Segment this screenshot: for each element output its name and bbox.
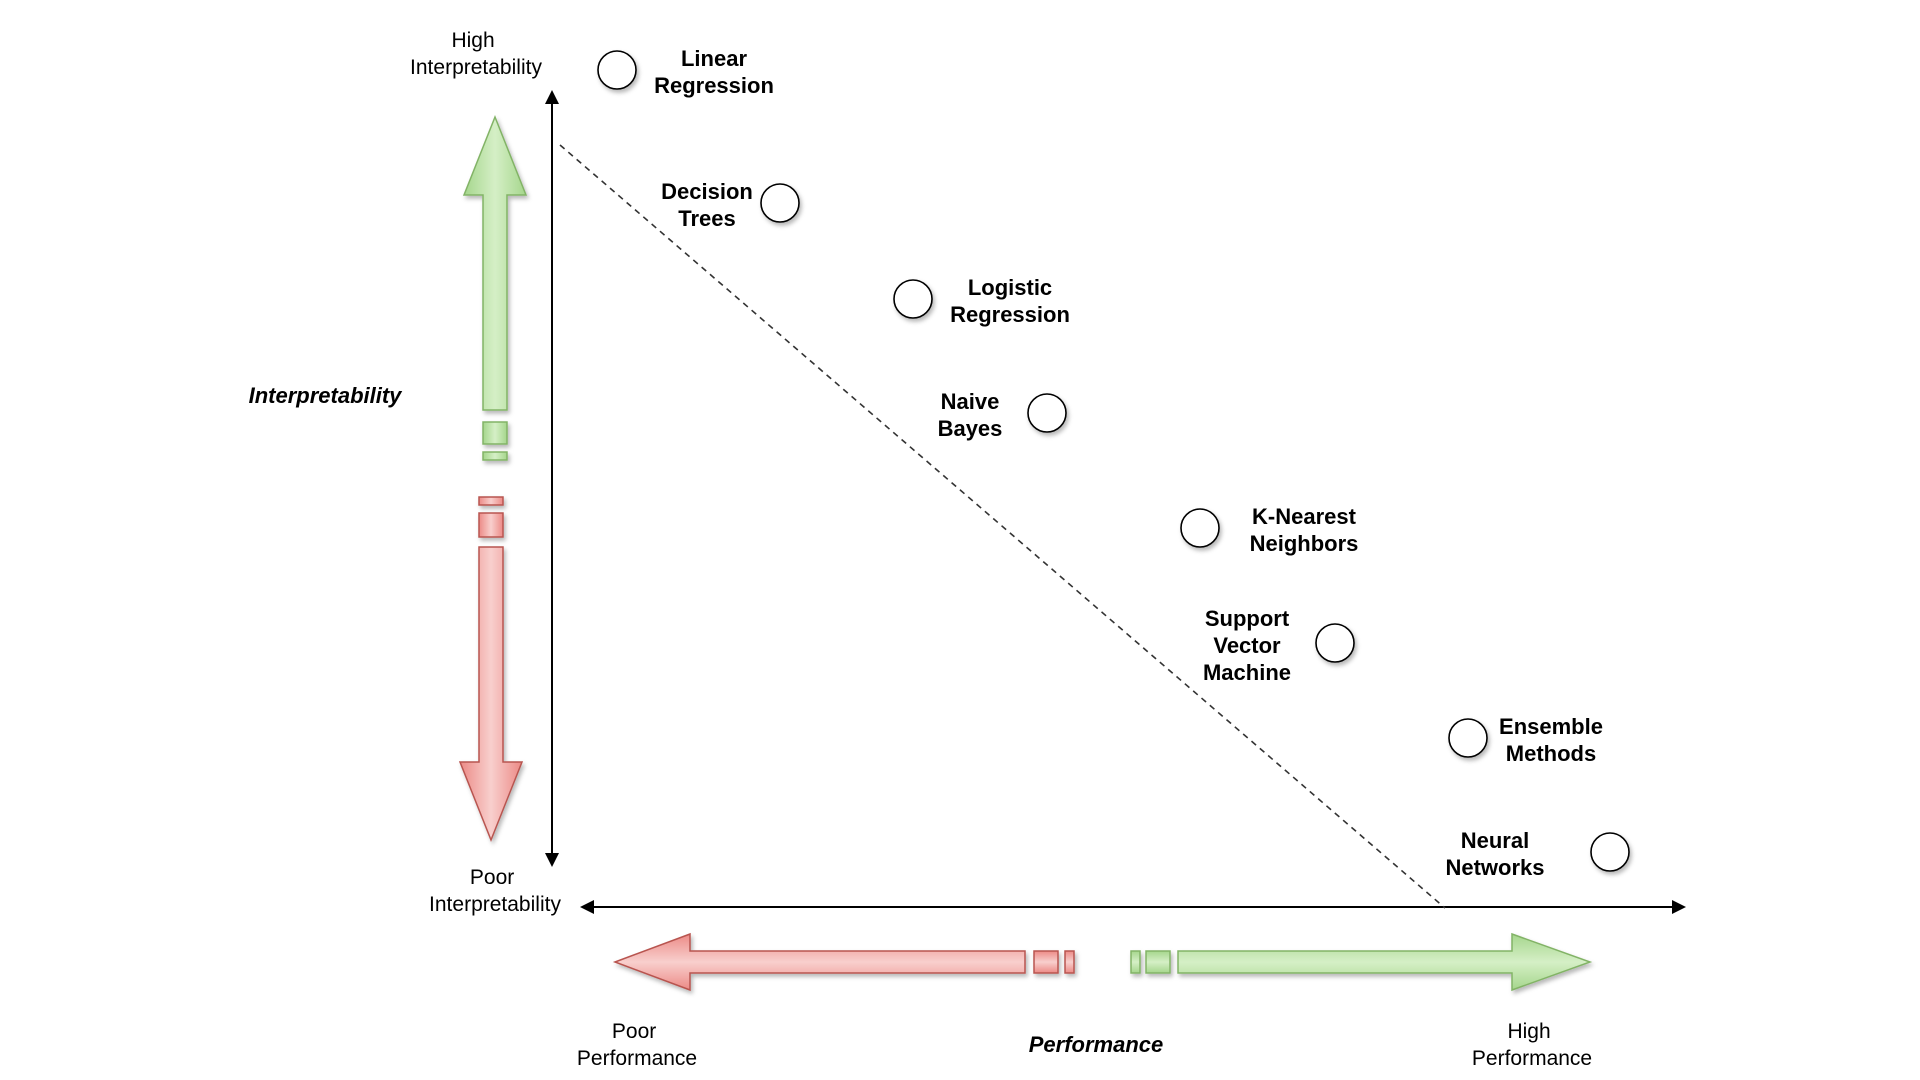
model-node-logistic-regression: Logistic Regression xyxy=(893,275,1070,327)
x-axis xyxy=(580,900,1686,914)
interpretability-up-arrow xyxy=(462,114,528,461)
model-label-line: Methods xyxy=(1506,741,1596,766)
model-node-decision-trees: Decision Trees xyxy=(661,179,800,231)
model-circle-logistic-regression xyxy=(893,279,933,319)
performance-left-arrow xyxy=(612,932,1075,992)
y-axis-title: Interpretability xyxy=(249,383,404,408)
model-circle-linear-regression xyxy=(597,50,637,90)
model-circle-support-vector-machine xyxy=(1315,623,1355,663)
model-circle-decision-trees xyxy=(760,183,800,223)
x-axis-right-arrowhead xyxy=(1672,900,1686,914)
model-label-naive-bayes: Naive Bayes xyxy=(938,389,1003,441)
model-node-linear-regression: Linear Regression xyxy=(597,46,774,98)
model-label-line: Vector xyxy=(1213,633,1281,658)
model-label-linear-regression: Linear Regression xyxy=(654,46,774,98)
model-label-line: Machine xyxy=(1203,660,1291,685)
model-label-k-nearest-neighbors: K-Nearest Neighbors xyxy=(1250,504,1359,556)
model-circle-k-nearest-neighbors xyxy=(1180,508,1220,548)
x-axis-left-label: Poor Performance xyxy=(577,1020,697,1070)
model-label-line: Bayes xyxy=(938,416,1003,441)
model-label-line: Networks xyxy=(1445,855,1544,880)
model-label-support-vector-machine: Support Vector Machine xyxy=(1203,606,1291,685)
model-node-support-vector-machine: Support Vector Machine xyxy=(1203,606,1355,685)
model-label-line: Neighbors xyxy=(1250,531,1359,556)
model-label-line: Logistic xyxy=(968,275,1052,300)
y-axis-bottom-label: Poor Interpretability xyxy=(429,866,561,916)
model-circle-neural-networks xyxy=(1590,832,1630,872)
model-label-line: Regression xyxy=(654,73,774,98)
y-axis-top-label: High Interpretability xyxy=(410,29,542,79)
model-label-decision-trees: Decision Trees xyxy=(661,179,753,231)
y-axis xyxy=(545,90,559,867)
model-label-line: Trees xyxy=(678,206,736,231)
model-label-line: Decision xyxy=(661,179,753,204)
model-label-line: Linear xyxy=(681,46,747,71)
model-label-line: Naive xyxy=(941,389,1000,414)
model-label-logistic-regression: Logistic Regression xyxy=(950,275,1070,327)
y-axis-bottom-arrowhead xyxy=(545,853,559,867)
x-axis-right-label: High Performance xyxy=(1472,1020,1592,1070)
model-node-naive-bayes: Naive Bayes xyxy=(938,389,1067,441)
y-axis-top-arrowhead xyxy=(545,90,559,104)
model-node-k-nearest-neighbors: K-Nearest Neighbors xyxy=(1180,504,1359,556)
x-axis-left-arrowhead xyxy=(580,900,594,914)
model-label-line: K-Nearest xyxy=(1252,504,1357,529)
interpretability-down-arrow xyxy=(458,496,524,843)
model-label-neural-networks: Neural Networks xyxy=(1445,828,1544,880)
model-label-line: Ensemble xyxy=(1499,714,1603,739)
model-label-ensemble-methods: Ensemble Methods xyxy=(1499,714,1603,766)
performance-right-arrow xyxy=(1130,932,1593,992)
model-circle-naive-bayes xyxy=(1027,393,1067,433)
tradeoff-dashed-line xyxy=(559,144,1446,909)
model-circle-ensemble-methods xyxy=(1448,718,1488,758)
model-label-line: Neural xyxy=(1461,828,1529,853)
model-node-neural-networks: Neural Networks xyxy=(1445,828,1630,880)
model-node-ensemble-methods: Ensemble Methods xyxy=(1448,714,1603,766)
x-axis-title: Performance xyxy=(1029,1032,1164,1057)
model-label-line: Support xyxy=(1205,606,1290,631)
model-label-line: Regression xyxy=(950,302,1070,327)
